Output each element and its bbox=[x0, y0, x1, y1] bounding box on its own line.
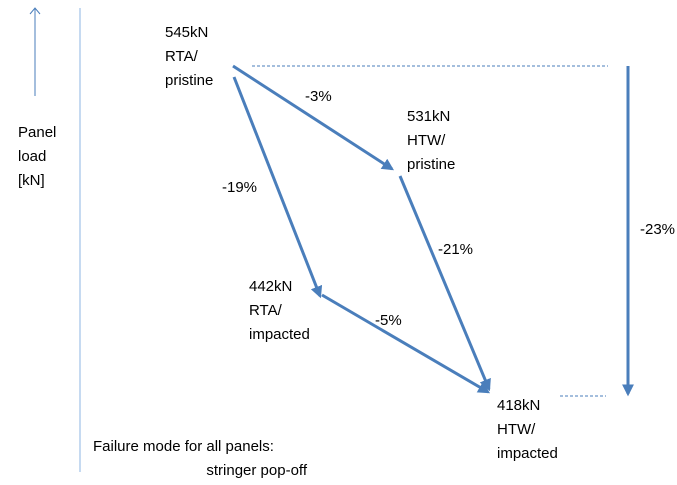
edge-arrow bbox=[232, 64, 395, 171]
node-label: pristine bbox=[165, 72, 213, 89]
edge-arrow bbox=[398, 175, 491, 392]
node-label: 531kN bbox=[407, 108, 450, 125]
node-label: HTW/ bbox=[407, 132, 446, 149]
axis-label: load bbox=[18, 148, 46, 165]
node-label: impacted bbox=[497, 445, 558, 462]
node-label: pristine bbox=[407, 156, 455, 173]
node-label: 418kN bbox=[497, 397, 540, 414]
note: stringer pop-off bbox=[206, 462, 307, 479]
node-label: 442kN bbox=[249, 278, 292, 295]
total-label: -23% bbox=[640, 221, 675, 238]
edge-label: -5% bbox=[375, 312, 402, 329]
load-axis-head bbox=[29, 7, 41, 15]
axis-label: [kN] bbox=[18, 172, 45, 189]
edge-arrow bbox=[321, 293, 491, 394]
edge-label: -19% bbox=[222, 179, 257, 196]
edge-label: -3% bbox=[305, 88, 332, 105]
axis-label: Panel bbox=[18, 124, 56, 141]
node-label: HTW/ bbox=[497, 421, 536, 438]
node-label: 545kN bbox=[165, 24, 208, 41]
node-label: impacted bbox=[249, 326, 310, 343]
node-label: RTA/ bbox=[249, 302, 283, 319]
edge-arrow bbox=[232, 76, 323, 299]
node-label: RTA/ bbox=[165, 48, 199, 65]
edge-label: -21% bbox=[438, 241, 473, 258]
note: Failure mode for all panels: bbox=[93, 438, 274, 455]
